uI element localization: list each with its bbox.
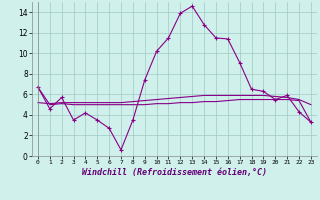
X-axis label: Windchill (Refroidissement éolien,°C): Windchill (Refroidissement éolien,°C) [82,168,267,177]
